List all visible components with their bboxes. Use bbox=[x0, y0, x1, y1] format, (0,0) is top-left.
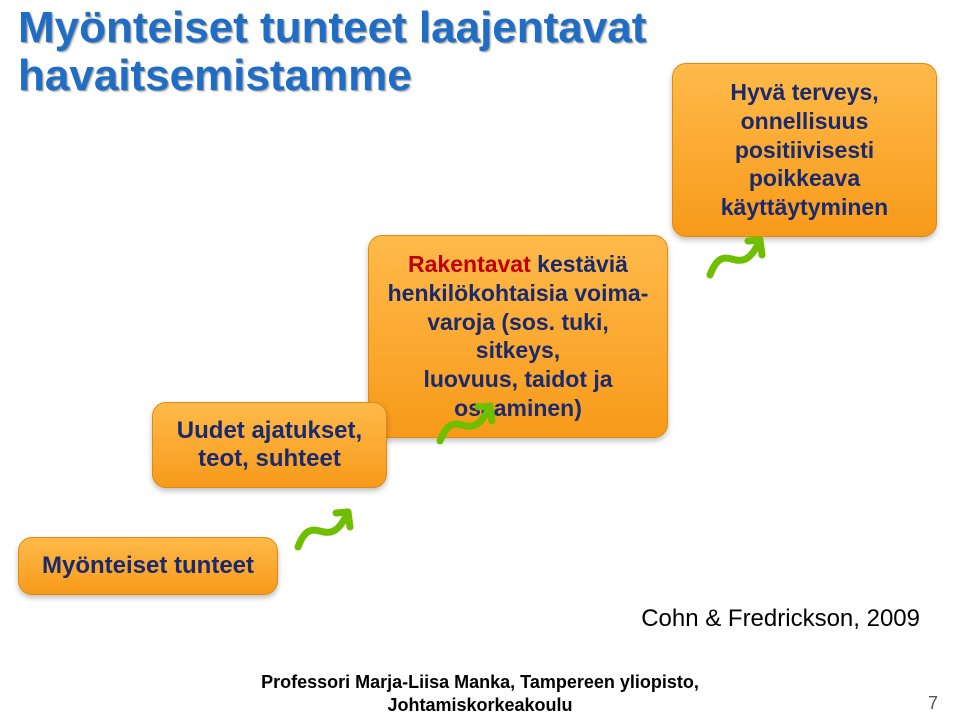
box-positive-emotions: Myönteiset tunteet bbox=[18, 537, 278, 595]
box4-line3: positiivisesti bbox=[691, 136, 918, 165]
box2-line2: teot, suhteet bbox=[171, 445, 368, 473]
title-line-1: Myönteiset tunteet laajentavat bbox=[18, 3, 646, 52]
citation: Cohn & Fredrickson, 2009 bbox=[641, 605, 920, 633]
arrow-3 bbox=[700, 215, 790, 285]
box2-line1: Uudet ajatukset, bbox=[171, 417, 368, 445]
footer-line1: Professori Marja-Liisa Manka, Tampereen … bbox=[0, 671, 960, 694]
box1-text: Myönteiset tunteet bbox=[37, 552, 259, 580]
box4-line2: onnellisuus bbox=[691, 107, 918, 136]
footer-line2: Johtamiskorkeakoulu bbox=[0, 694, 960, 717]
box3-accent: Rakentavat bbox=[408, 251, 531, 277]
box4-line1: Hyvä terveys, bbox=[691, 78, 918, 107]
slide-title: Myönteiset tunteet laajentavat havaitsem… bbox=[18, 4, 646, 99]
box3-line2: henkilökohtaisia voima- bbox=[387, 279, 649, 308]
box-thoughts: Uudet ajatukset, teot, suhteet bbox=[152, 402, 387, 488]
arrow-1 bbox=[288, 487, 378, 557]
box4-line4: poikkeava bbox=[691, 164, 918, 193]
box3-rest1: kestäviä bbox=[531, 251, 628, 277]
box-outcome: Hyvä terveys, onnellisuus positiivisesti… bbox=[672, 63, 937, 237]
box3-line1: Rakentavat kestäviä bbox=[387, 250, 649, 279]
arrow-2 bbox=[430, 381, 520, 451]
slide: Myönteiset tunteet laajentavat havaitsem… bbox=[0, 0, 960, 726]
footer: Professori Marja-Liisa Manka, Tampereen … bbox=[0, 671, 960, 716]
title-line-2: havaitsemistamme bbox=[18, 51, 412, 100]
box3-line3: varoja (sos. tuki, sitkeys, bbox=[387, 308, 649, 366]
page-number: 7 bbox=[928, 693, 938, 714]
